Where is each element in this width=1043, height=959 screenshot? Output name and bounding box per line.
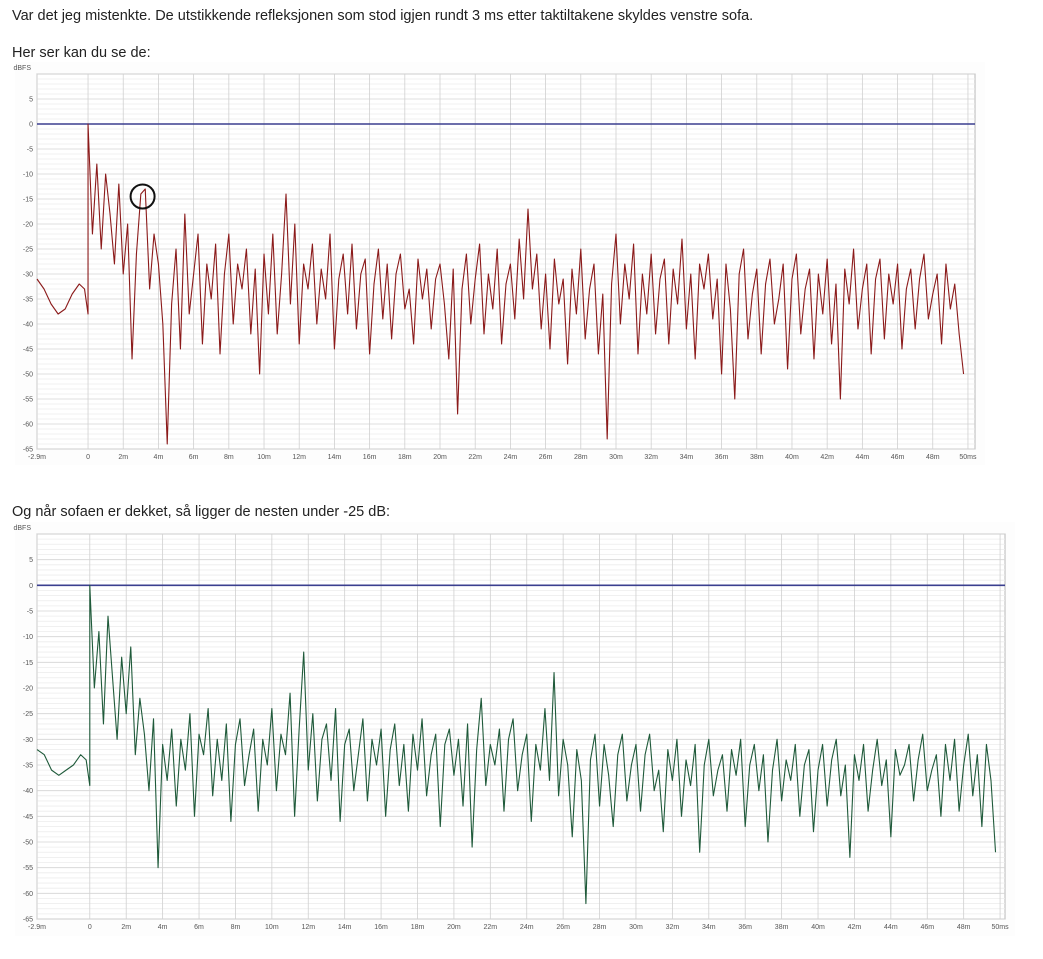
y-tick-label: -15 [23, 660, 33, 667]
x-tick-label: 16m [374, 924, 388, 931]
x-tick-label: 40m [785, 454, 799, 461]
y-tick-label: -10 [23, 634, 33, 641]
y-tick-label: -60 [23, 422, 33, 429]
x-tick-label: 44m [856, 454, 870, 461]
x-tick-label: 34m [702, 924, 716, 931]
x-tick-label: 18m [398, 454, 412, 461]
y-tick-label: -25 [23, 247, 33, 254]
y-tick-label: -5 [27, 609, 33, 616]
y-tick-label: -50 [23, 372, 33, 379]
y-tick-label: -5 [27, 147, 33, 154]
x-tick-label: 50ms [959, 454, 977, 461]
x-tick-label: 0 [88, 924, 92, 931]
x-tick-label: 28m [593, 924, 607, 931]
impulse-response-series [36, 584, 997, 905]
x-tick-label: 8m [224, 454, 234, 461]
y-tick-label: -30 [23, 737, 33, 744]
x-tick-label: 34m [680, 454, 694, 461]
x-tick-label: 46m [920, 924, 934, 931]
y-tick-label: 0 [29, 122, 33, 129]
x-tick-label: 14m [328, 454, 342, 461]
x-tick-label: 2m [121, 924, 131, 931]
x-tick-label: 50ms [992, 924, 1010, 931]
x-tick-label: 26m [539, 454, 553, 461]
y-axis-label: dBFS [13, 525, 31, 532]
x-tick-label: 48m [926, 454, 940, 461]
x-tick-label: 32m [644, 454, 658, 461]
x-tick-label: 48m [957, 924, 971, 931]
plot-area [36, 533, 1006, 920]
x-tick-label: 30m [609, 454, 623, 461]
y-tick-label: -45 [23, 347, 33, 354]
y-tick-label: -60 [23, 891, 33, 898]
y-tick-label: -20 [23, 686, 33, 693]
x-tick-label: -2.9m [28, 924, 46, 931]
y-tick-label: -65 [23, 917, 33, 924]
x-tick-label: 24m [520, 924, 534, 931]
x-tick-label: 22m [484, 924, 498, 931]
x-tick-label: 32m [666, 924, 680, 931]
x-tick-label: 4m [158, 924, 168, 931]
y-tick-label: -65 [23, 447, 33, 454]
y-tick-label: -50 [23, 840, 33, 847]
x-tick-label: 46m [891, 454, 905, 461]
impulse-response-chart-before: -2.9m 0 2m 4m 6m 8m 10m 12m 14m 16m 18m 20m 22m 24m 26… [13, 65, 978, 461]
x-tick-label: 2m [118, 454, 128, 461]
x-tick-label: -2.9m [28, 454, 46, 461]
x-tick-label: 20m [433, 454, 447, 461]
x-tick-label: 10m [257, 454, 271, 461]
x-tick-label: 6m [189, 454, 199, 461]
x-tick-label: 44m [884, 924, 898, 931]
x-tick-label: 28m [574, 454, 588, 461]
y-tick-label: -40 [23, 322, 33, 329]
x-tick-label: 30m [629, 924, 643, 931]
x-tick-label: 24m [504, 454, 518, 461]
x-tick-label: 0 [86, 454, 90, 461]
x-tick-label: 8m [231, 924, 241, 931]
x-tick-label: 12m [292, 454, 306, 461]
x-tick-label: 38m [750, 454, 764, 461]
y-tick-label: 5 [29, 97, 33, 104]
post-text-caption-before: Her ser kan du se de: [12, 45, 151, 61]
y-tick-label: -55 [23, 397, 33, 404]
y-tick-label: -30 [23, 272, 33, 279]
y-axis-label: dBFS [13, 65, 31, 72]
y-tick-label: 5 [29, 557, 33, 564]
y-tick-label: 0 [29, 583, 33, 590]
x-tick-label: 36m [738, 924, 752, 931]
x-tick-label: 4m [154, 454, 164, 461]
y-tick-label: -35 [23, 297, 33, 304]
x-tick-label: 26m [556, 924, 570, 931]
x-tick-label: 38m [775, 924, 789, 931]
x-tick-label: 36m [715, 454, 729, 461]
x-tick-label: 42m [848, 924, 862, 931]
annotation-circle [129, 183, 156, 210]
x-tick-label: 22m [468, 454, 482, 461]
y-tick-label: -15 [23, 197, 33, 204]
post-text-intro: Var det jeg mistenkte. De utstikkende re… [12, 8, 754, 24]
impulse-response-series [36, 123, 965, 445]
y-tick-label: -40 [23, 788, 33, 795]
post-text-caption-after: Og når sofaen er dekket, så ligger de ne… [12, 504, 391, 520]
y-tick-label: -35 [23, 763, 33, 770]
x-tick-label: 16m [363, 454, 377, 461]
y-tick-label: -10 [23, 172, 33, 179]
y-tick-label: -20 [23, 222, 33, 229]
x-tick-label: 18m [411, 924, 425, 931]
x-tick-label: 40m [811, 924, 825, 931]
y-tick-label: -45 [23, 814, 33, 821]
x-tick-label: 12m [301, 924, 315, 931]
x-tick-label: 6m [194, 924, 204, 931]
x-tick-label: 10m [265, 924, 279, 931]
y-tick-label: -55 [23, 865, 33, 872]
y-tick-label: -25 [23, 711, 33, 718]
x-tick-label: 20m [447, 924, 461, 931]
x-tick-label: 42m [820, 454, 834, 461]
x-tick-label: 14m [338, 924, 352, 931]
